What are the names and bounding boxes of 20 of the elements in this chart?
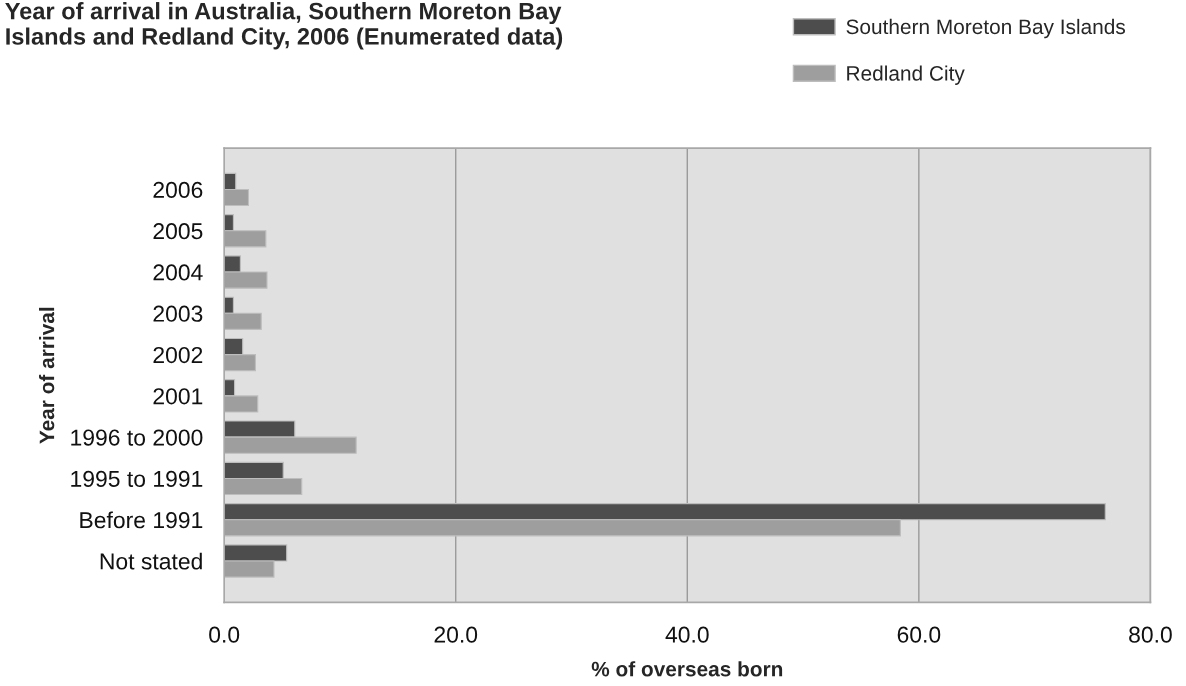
y-tick-label: 2001	[153, 388, 203, 405]
y-tick-label: 2005	[153, 223, 203, 240]
legend-label: Southern Moreton Bay Islands	[846, 18, 1126, 39]
x-tick-label: 40.0	[665, 626, 709, 643]
y-axis-title: Year of arrival	[39, 307, 55, 444]
chart-title: Year of arrival in Australia, Southern Moreton Bay Islands and Redland City, 2006 (Enumerated data)	[5, 2, 563, 50]
x-tick-label: 60.0	[897, 626, 941, 643]
y-tick-label: 2006	[153, 181, 203, 198]
y-tick-label: 2003	[153, 305, 203, 322]
y-tick-label: Before 1991	[80, 511, 203, 529]
y-tick-label: 1996 to 2000	[71, 429, 203, 446]
x-tick-label: 80.0	[1129, 626, 1172, 643]
y-tick-label: 2004	[153, 264, 203, 281]
x-axis-title: % of overseas born	[591, 661, 783, 677]
x-tick-label: 0.0	[209, 626, 240, 643]
y-tick-label: 2002	[153, 346, 203, 364]
y-tick-label: 1995 to 1991	[71, 470, 203, 487]
legend-label: Redland City	[847, 65, 965, 85]
y-tick-label: Not stated	[100, 552, 202, 570]
x-tick-label: 20.0	[434, 626, 478, 643]
